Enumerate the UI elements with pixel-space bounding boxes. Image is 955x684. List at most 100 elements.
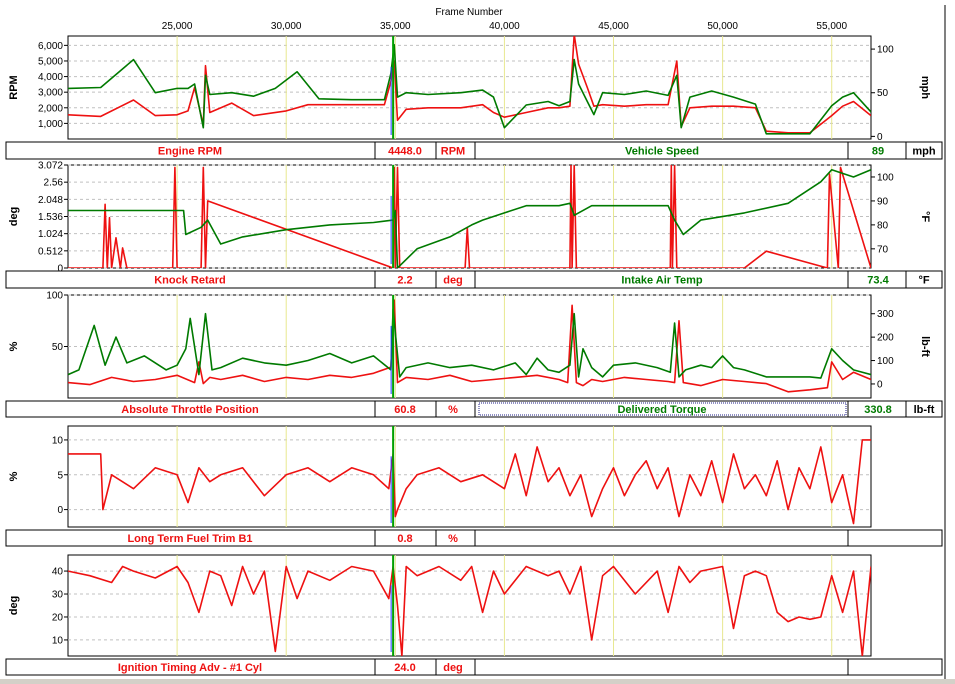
left-tick-label: 5 xyxy=(57,470,63,481)
right-axis-title: lb-ft xyxy=(919,336,931,357)
right-tick-label: 80 xyxy=(877,220,889,231)
readout-right-unit: lb-ft xyxy=(914,404,935,416)
frame-number-tick-labels: 25,000 30,000 35,000 40,000 45,000 50,000 55,0… xyxy=(162,21,848,32)
series-group xyxy=(68,299,871,393)
series-line-intake-air-temp xyxy=(68,169,871,268)
left-tick-label: 100 xyxy=(46,291,63,302)
right-tick-label: 0 xyxy=(877,132,883,143)
left-tick-label: 0 xyxy=(57,505,63,516)
series-group xyxy=(68,439,871,525)
series-line-long-term-fuel-trim-b1 xyxy=(68,439,871,525)
left-tick-label: 2.56 xyxy=(44,178,64,189)
readout-frame xyxy=(5,529,943,547)
readout-focus-box xyxy=(478,402,847,416)
left-axis-title: % xyxy=(8,341,20,351)
series-line-vehicle-speed xyxy=(68,43,871,135)
readout-right-label: Intake Air Temp xyxy=(621,275,703,287)
left-tick-label: 6,000 xyxy=(38,41,63,52)
left-tick-label: 2.048 xyxy=(38,195,63,206)
series-line-ignition-timing-adv-1-cyl xyxy=(68,565,871,656)
frame-tick-label: 25,000 xyxy=(162,21,193,32)
left-axis-title: % xyxy=(8,471,20,481)
readout-bar: Engine RPM 4448.0 RPM Vehicle Speed 89 mph xyxy=(5,141,943,160)
left-tick-label: 50 xyxy=(52,342,64,353)
right-tick-label: 300 xyxy=(877,309,894,320)
series-line-absolute-throttle-position xyxy=(68,299,871,393)
plot-area xyxy=(67,554,872,657)
frame-tick-label: 45,000 xyxy=(598,21,629,32)
left-tick-label: 3,000 xyxy=(38,88,63,99)
left-tick-label: 10 xyxy=(52,435,64,446)
left-tick-label: 3.072 xyxy=(38,161,63,172)
readout-right-unit: °F xyxy=(918,275,929,287)
readout-bar: Absolute Throttle Position 60.8% Delivered… xyxy=(5,400,943,418)
readout-right-value: 330.8 xyxy=(864,404,892,416)
left-tick-label: 0.512 xyxy=(38,246,63,257)
readout-left-label: Long Term Fuel Trim B1 xyxy=(127,533,252,545)
right-tick-label: 100 xyxy=(877,45,894,56)
left-axis-title: deg xyxy=(8,207,20,227)
readout-left-label: Absolute Throttle Position xyxy=(121,404,259,416)
frame-tick-label: 40,000 xyxy=(489,21,520,32)
readout-left-value: 24.0 xyxy=(394,662,415,674)
readout-left-value: 60.8 xyxy=(394,404,415,416)
left-tick-label: 2,000 xyxy=(38,103,63,114)
right-axis-title: °F xyxy=(919,211,931,222)
frame-tick-label: 55,000 xyxy=(816,21,847,32)
readout-left-unit: deg xyxy=(443,275,463,287)
readout-right-label: Vehicle Speed xyxy=(625,146,699,158)
frame-number-axis-title: Frame Number xyxy=(435,7,503,18)
right-tick-label: 0 xyxy=(877,379,883,390)
readout-left-value: 4448.0 xyxy=(388,146,422,158)
series-line-delivered-torque xyxy=(68,308,871,379)
series-line-knock-retard xyxy=(68,165,871,268)
readout-frame xyxy=(5,400,943,418)
panel-fuel-trim: 0 5 10% Long Term Fuel Trim B1 0.8% xyxy=(5,425,943,547)
readout-right-value: 89 xyxy=(872,146,884,158)
readout-left-unit: deg xyxy=(443,662,463,674)
readout-left-unit: % xyxy=(448,404,458,416)
left-tick-label: 30 xyxy=(52,590,64,601)
readout-left-label: Knock Retard xyxy=(154,275,226,287)
right-tick-label: 70 xyxy=(877,244,889,255)
series-group xyxy=(68,165,871,268)
right-tick-label: 100 xyxy=(877,172,894,183)
left-tick-label: 1.024 xyxy=(38,229,63,240)
readout-right-value: 73.4 xyxy=(867,275,889,287)
panel-rpm-speed: 1,000 2,000 3,000 4,000 5,000 6,000 RPM 0 50 100 m… xyxy=(5,35,943,160)
readout-left-unit: % xyxy=(448,533,458,545)
readout-bar: Ignition Timing Adv - #1 Cyl 24.0 deg xyxy=(5,658,943,676)
readout-left-unit: RPM xyxy=(441,146,465,158)
series-group xyxy=(68,36,871,135)
left-tick-label: 20 xyxy=(52,612,64,623)
plot-area xyxy=(67,425,872,528)
bottom-scrollbar[interactable] xyxy=(0,679,955,684)
frame-tick-label: 50,000 xyxy=(707,21,738,32)
frame-tick-label: 35,000 xyxy=(380,21,411,32)
left-axis-title: RPM xyxy=(8,75,20,99)
left-tick-label: 40 xyxy=(52,567,64,578)
readout-right-label: Delivered Torque xyxy=(617,404,706,416)
frame-tick-label: 30,000 xyxy=(271,21,302,32)
left-tick-label: 5,000 xyxy=(38,56,63,67)
readout-left-value: 2.2 xyxy=(397,275,412,287)
left-axis-title: deg xyxy=(8,596,20,616)
readout-bar: Long Term Fuel Trim B1 0.8% xyxy=(5,529,943,547)
readout-left-value: 0.8 xyxy=(397,533,412,545)
panel-knock-iat: 0 0.512 1.024 1.536 2.048 2.56 3.072 deg 70 80 90 1… xyxy=(5,161,943,289)
readout-left-label: Ignition Timing Adv - #1 Cyl xyxy=(118,662,262,674)
readout-frame xyxy=(5,658,943,676)
left-tick-label: 4,000 xyxy=(38,72,63,83)
readout-right-unit: mph xyxy=(912,146,936,158)
right-tick-label: 90 xyxy=(877,196,889,207)
readout-bar: Knock Retard 2.2 deg Intake Air Temp 73.4 °F xyxy=(5,270,943,289)
left-tick-label: 1,000 xyxy=(38,119,63,130)
panel-ignition-timing: 10 20 30 40 deg Ignition Timing Adv - #1 Cyl 2… xyxy=(5,554,943,676)
right-axis-title: mph xyxy=(919,76,931,100)
right-tick-label: 50 xyxy=(877,88,889,99)
readout-frame xyxy=(5,141,943,160)
readout-frame xyxy=(5,270,943,289)
series-group xyxy=(68,565,871,656)
